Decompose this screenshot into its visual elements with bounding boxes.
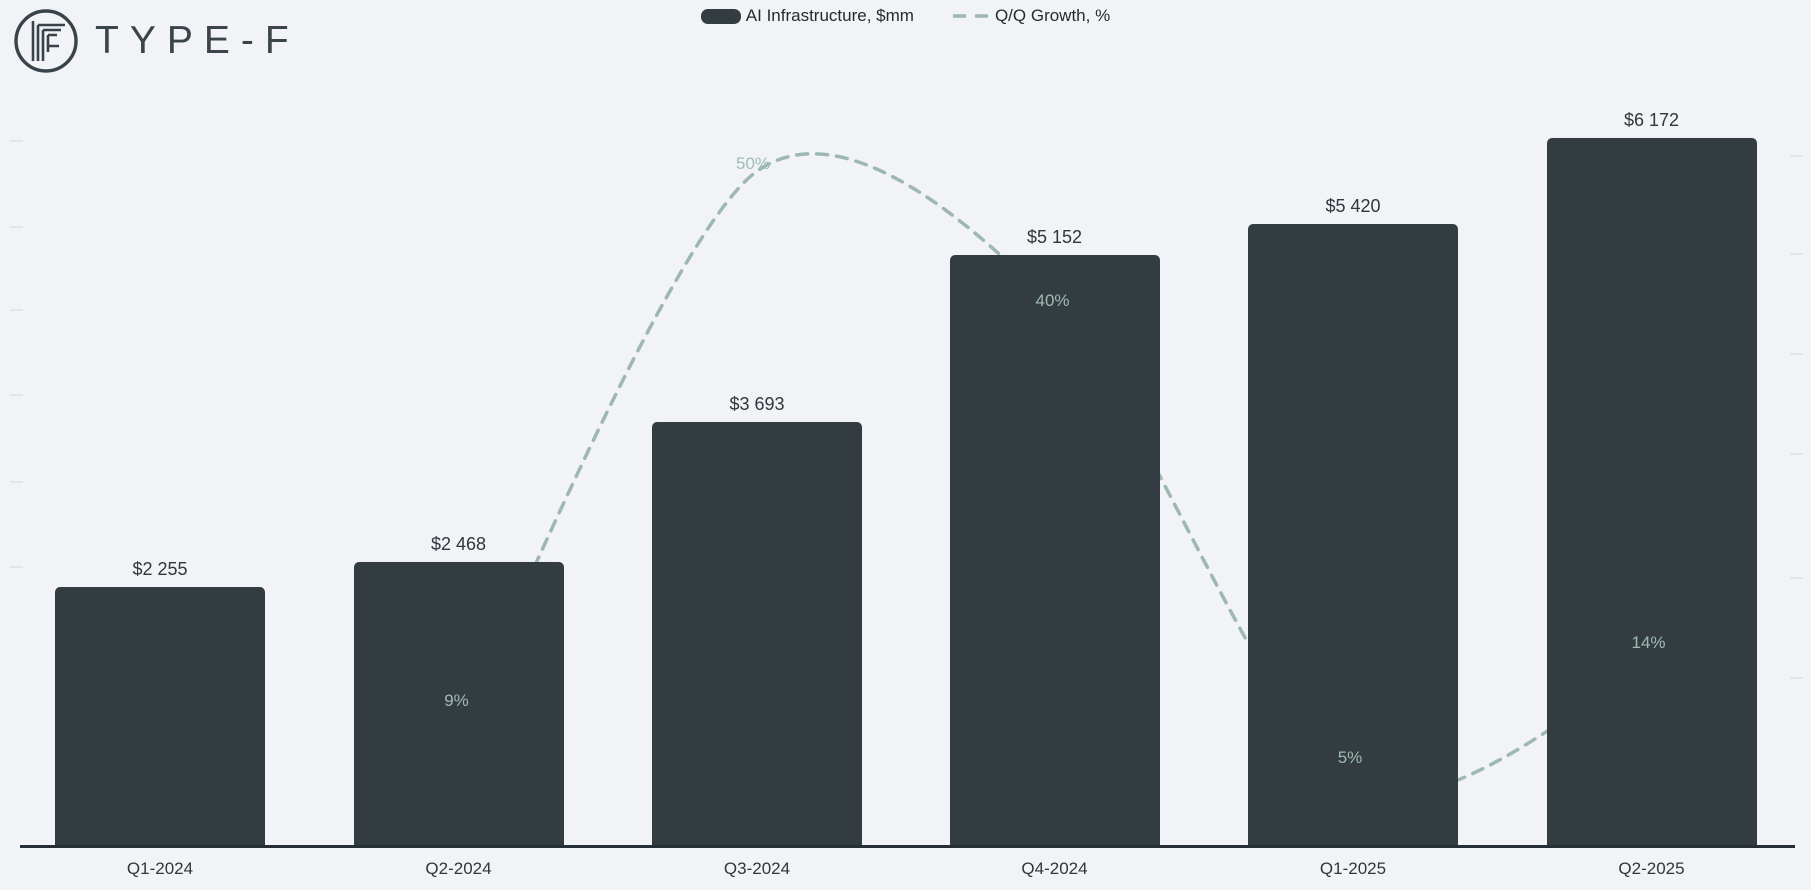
right-axis-tick [1790, 577, 1803, 579]
bar-value-label: $5 420 [1325, 195, 1381, 216]
x-axis-label: Q2-2025 [1618, 859, 1685, 878]
right-axis-tick [1790, 453, 1803, 455]
legend-item-bars[interactable]: AI Infrastructure, $mm [700, 6, 914, 26]
growth-value-label: 14% [1631, 633, 1666, 653]
brand: TYPE-F [13, 8, 300, 74]
left-axis-tick [10, 481, 23, 483]
left-axis-tick [10, 309, 23, 311]
x-axis-label: Q1-2025 [1319, 859, 1387, 878]
bar-q2-2025 [1546, 137, 1757, 845]
bar-swatch-icon [700, 8, 741, 24]
bar-value-label: $2 468 [430, 534, 487, 555]
right-axis-tick [1790, 677, 1803, 679]
left-axis-tick [10, 566, 23, 568]
legend-item-line[interactable]: Q/Q Growth, % [952, 6, 1110, 26]
x-axis-line [20, 845, 1795, 848]
bar-q1-2025 [1248, 223, 1458, 845]
chart-legend: AI Infrastructure, $mm Q/Q Growth, % [0, 6, 1811, 26]
right-axis-tick [1790, 155, 1803, 157]
right-axis-tick [1790, 253, 1803, 255]
bar-q1-2024 [55, 586, 265, 845]
right-axis-tick [1790, 353, 1803, 355]
bar-value-label: $2 255 [132, 558, 188, 579]
legend-label: Q/Q Growth, % [994, 6, 1111, 25]
growth-value-label: 5% [1337, 748, 1363, 767]
left-axis-tick [10, 226, 23, 228]
bar-q2-2024 [353, 562, 564, 845]
x-axis-label: Q1-2024 [126, 859, 194, 878]
bar-value-label: $3 693 [729, 393, 785, 414]
left-axis-tick [10, 394, 23, 396]
dashed-line-swatch-icon [952, 14, 989, 18]
growth-value-label: 9% [444, 691, 469, 711]
legend-label: AI Infrastructure, $mm [745, 6, 914, 25]
x-axis-label: Q2-2024 [425, 859, 492, 878]
x-axis-label: Q4-2024 [1021, 859, 1088, 878]
bar-value-label: $6 172 [1623, 109, 1680, 130]
brand-name: TYPE-F [95, 19, 300, 62]
left-axis-tick [10, 140, 23, 142]
x-axis-label: Q3-2024 [723, 859, 791, 878]
bar-q3-2024 [652, 421, 862, 845]
bar-value-label: $5 152 [1026, 226, 1083, 247]
growth-value-label: 40% [1035, 290, 1070, 310]
growth-value-label: 50% [735, 154, 771, 174]
bar-q4-2024 [949, 254, 1160, 845]
type-f-logo-icon [14, 9, 78, 73]
